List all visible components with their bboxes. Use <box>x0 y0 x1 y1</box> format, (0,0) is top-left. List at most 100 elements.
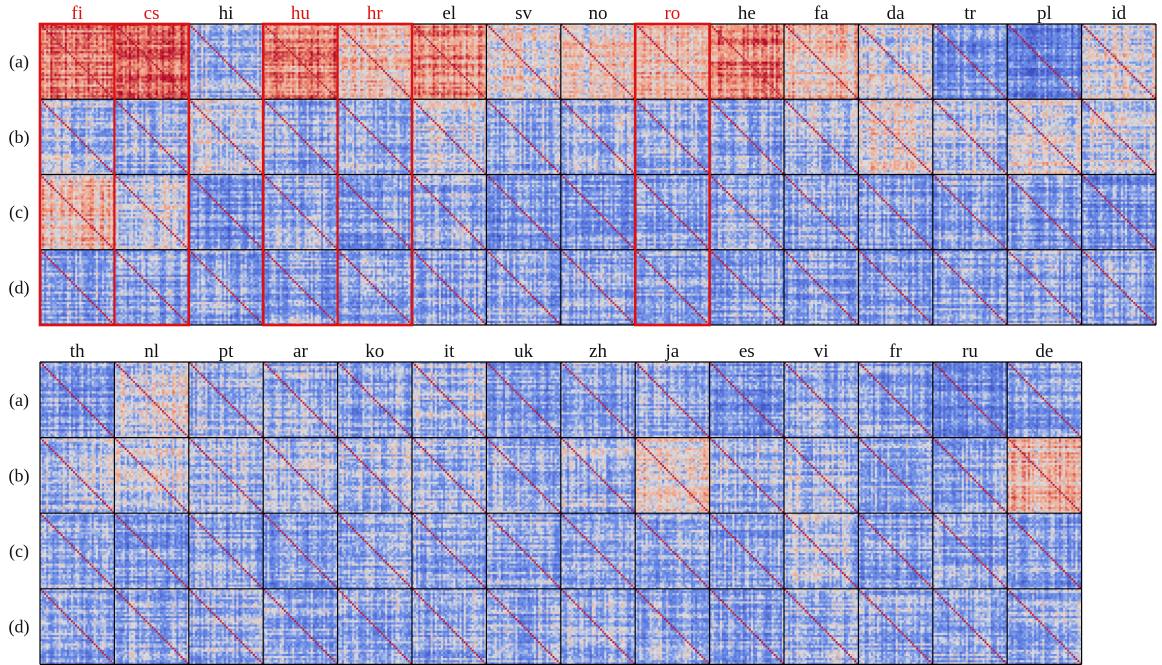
heatmap-cell <box>784 99 859 175</box>
heatmap-cell <box>1081 99 1156 175</box>
heatmap-cell <box>263 588 338 665</box>
row-label: (c) <box>9 202 29 223</box>
heatmap-cell <box>114 174 189 250</box>
heatmap-cell <box>486 24 561 100</box>
heatmap-cell <box>188 174 264 250</box>
language-label: fa <box>814 3 829 24</box>
heatmap-cell <box>635 588 710 665</box>
heatmap-cell <box>560 513 636 589</box>
heatmap-cell <box>263 24 338 100</box>
heatmap-cell <box>114 588 189 665</box>
language-label: vi <box>814 341 829 362</box>
heatmap-cell <box>263 513 338 589</box>
heatmap-cell <box>932 588 1008 665</box>
heatmap-cell <box>635 437 710 514</box>
heatmap-cell <box>709 588 784 665</box>
language-label: uk <box>514 341 534 362</box>
heatmap-cell <box>1007 513 1082 589</box>
heatmap-cell <box>337 174 412 250</box>
heatmap-cell <box>784 362 859 438</box>
heatmap-cell <box>858 362 933 438</box>
heatmap-cell <box>709 362 784 438</box>
heatmap-cell <box>1007 362 1082 438</box>
heatmap-cell <box>932 437 1008 514</box>
heatmap-cell <box>412 249 487 325</box>
heatmap-cell <box>1081 249 1156 325</box>
heatmap-cell <box>188 249 264 325</box>
heatmap-cell <box>858 99 933 175</box>
heatmap-cell <box>337 362 412 438</box>
heatmap-cell <box>932 174 1008 250</box>
heatmap-cell <box>858 437 933 514</box>
language-label: ko <box>365 341 384 362</box>
heatmap-cell <box>114 437 189 514</box>
row-label: (d) <box>9 617 30 638</box>
language-label: ru <box>962 341 978 362</box>
heatmap-cell <box>188 437 264 514</box>
row-label: (b) <box>9 127 30 148</box>
heatmap-cell <box>858 174 933 250</box>
language-label: de <box>1035 341 1053 362</box>
language-label: nl <box>144 341 159 362</box>
language-label: zh <box>589 341 607 362</box>
heatmap-cell <box>932 99 1008 175</box>
heatmap-cell <box>337 99 412 175</box>
heatmap-cell <box>412 99 487 175</box>
heatmap-cell <box>263 437 338 514</box>
heatmap-cell <box>1007 174 1082 250</box>
heatmap-cell <box>40 437 115 514</box>
heatmap-cell <box>784 174 859 250</box>
heatmap-cell <box>635 174 710 250</box>
language-label: ja <box>665 341 680 362</box>
heatmap-cell <box>412 24 487 100</box>
heatmap-cell <box>635 99 710 175</box>
language-label: th <box>70 341 85 362</box>
language-label: pt <box>219 341 235 362</box>
language-label: ar <box>293 341 308 362</box>
language-label: fr <box>889 341 902 362</box>
heatmap-cell <box>858 24 933 100</box>
heatmap-cell <box>932 24 1008 100</box>
heatmap-cell <box>635 24 710 100</box>
heatmap-cell <box>784 249 859 325</box>
heatmap-cell <box>858 588 933 665</box>
heatmap-cell <box>1081 174 1156 250</box>
heatmap-cell <box>635 513 710 589</box>
heatmap-cell <box>337 437 412 514</box>
heatmap-cell <box>40 99 115 175</box>
heatmap-cell <box>114 513 189 589</box>
highlight-box <box>633 22 711 327</box>
language-label: he <box>738 3 756 24</box>
heatmap-cell <box>412 513 487 589</box>
heatmap-cell <box>784 24 859 100</box>
heatmap-cell <box>263 99 338 175</box>
heatmap-cell <box>1007 99 1082 175</box>
heatmap-cell <box>1007 249 1082 325</box>
heatmap-cell <box>560 437 636 514</box>
heatmap-cell <box>412 588 487 665</box>
heatmap-cell <box>932 249 1008 325</box>
language-label: hu <box>291 3 311 24</box>
heatmap-cell <box>1081 24 1156 100</box>
language-label: cs <box>144 3 160 24</box>
heatmap-cell <box>188 99 264 175</box>
heatmap-cell <box>337 24 412 100</box>
row-label: (a) <box>9 52 29 73</box>
heatmap-cell <box>40 513 115 589</box>
heatmap-cell <box>858 249 933 325</box>
heatmap-cell <box>932 362 1008 438</box>
heatmap-cell <box>1007 437 1082 514</box>
heatmap-cell <box>114 99 189 175</box>
language-label: tr <box>964 3 976 24</box>
heatmap-cell <box>635 362 710 438</box>
language-label: el <box>442 3 456 24</box>
heatmap-cell <box>709 513 784 589</box>
panel-bottom: (a) (b) (c) (d) th nl pt ar ko it uk zh ja es vi fr ru de <box>9 341 1083 665</box>
heatmap-cell <box>188 588 264 665</box>
heatmap-cell <box>40 588 115 665</box>
heatmap-cell <box>784 588 859 665</box>
heatmap-cell <box>486 174 561 250</box>
heatmap-cell <box>486 513 561 589</box>
heatmap-cell <box>784 513 859 589</box>
heatmap-cell <box>486 588 561 665</box>
